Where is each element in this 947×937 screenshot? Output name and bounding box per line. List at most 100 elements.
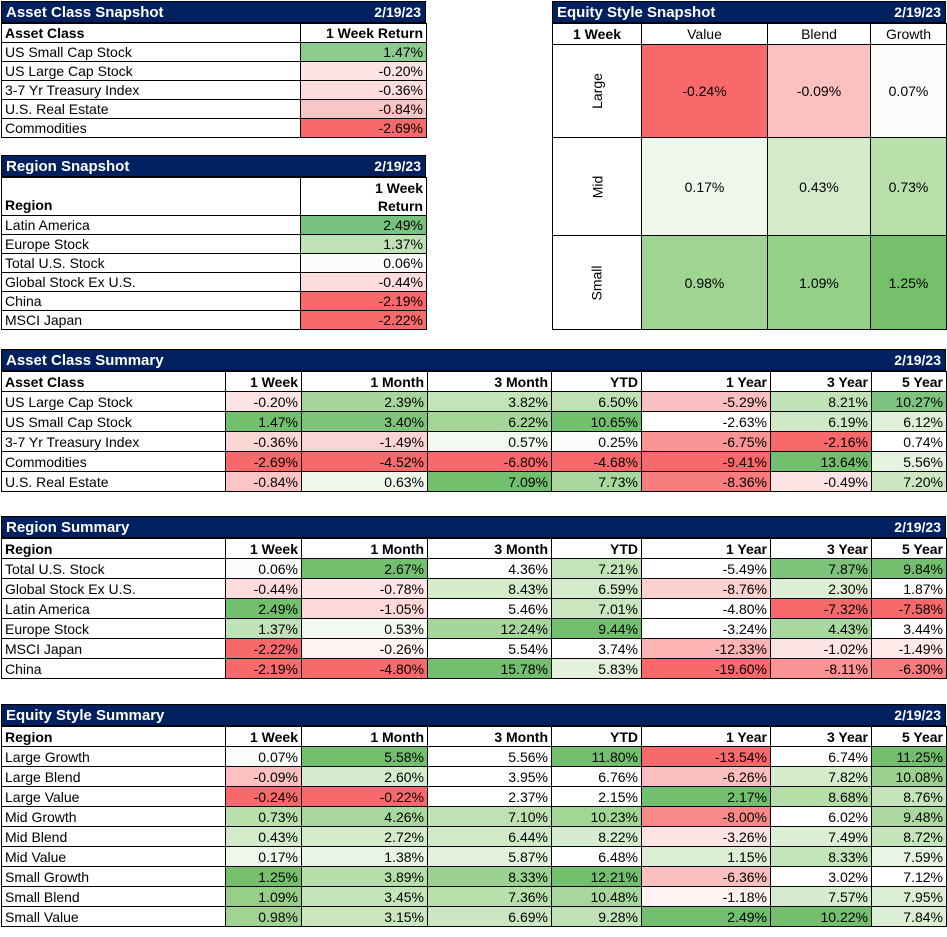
row-label: Total U.S. Stock — [1, 253, 301, 273]
row-value: -0.36% — [300, 80, 427, 100]
equity-row-label-text: Large — [589, 73, 605, 109]
table-cell: 6.59% — [551, 578, 642, 599]
table-cell: 5.87% — [427, 846, 552, 867]
table-cell: 5.83% — [551, 658, 642, 679]
asset-summary-date: 2/19/23 — [894, 352, 941, 368]
row-label: MSCI Japan — [1, 310, 301, 330]
table-cell: -19.60% — [641, 658, 771, 679]
region-summary-date: 2/19/23 — [894, 519, 941, 535]
table-cell: 3.89% — [301, 866, 428, 887]
table-cell: 1.47% — [225, 411, 302, 432]
table-cell: 3.40% — [301, 411, 428, 432]
table-cell: 0.17% — [225, 846, 302, 867]
table-cell: 5.58% — [301, 746, 428, 767]
column-header-row: Region 1 Week 1 Month 3 Month YTD 1 Year 3 Yea… — [1, 538, 947, 559]
equity-summary-date: 2/19/23 — [894, 707, 941, 723]
table-row: US Large Cap Stock -0.20% — [1, 61, 427, 81]
table-cell: 8.33% — [427, 866, 552, 887]
table-cell: -0.09% — [225, 766, 302, 787]
table-cell: -9.41% — [641, 451, 771, 472]
column-header: 3 Year — [770, 726, 872, 747]
table-cell: -0.20% — [225, 391, 302, 412]
table-cell: 0.07% — [225, 746, 302, 767]
row-value: -2.22% — [300, 310, 427, 330]
table-cell: 6.50% — [551, 391, 642, 412]
table-cell: -6.30% — [871, 658, 947, 679]
table-row: Commodities -2.69% — [1, 118, 427, 138]
row-value: 1.37% — [300, 234, 427, 254]
column-header: 5 Year — [871, 538, 947, 559]
table-cell: 6.02% — [770, 806, 872, 827]
table-cell: 0.53% — [301, 618, 428, 639]
table-cell: -2.22% — [225, 638, 302, 659]
row-label: Latin America — [1, 598, 226, 619]
column-header: YTD — [551, 538, 642, 559]
table-cell: -8.00% — [641, 806, 771, 827]
table-cell: -0.44% — [225, 578, 302, 599]
table-cell: -7.32% — [770, 598, 872, 619]
table-cell: 0.43% — [225, 826, 302, 847]
equity-snapshot-header: Equity Style Snapshot 2/19/23 — [552, 1, 946, 23]
asset-summary-title: Asset Class Summary — [6, 351, 164, 369]
table-cell: 5.46% — [427, 598, 552, 619]
table-row: Commodities -2.69% -4.52% -6.80% -4.68% -9.41… — [1, 451, 947, 472]
table-cell: 1.15% — [641, 846, 771, 867]
column-header: YTD — [551, 726, 642, 747]
row-label: Large Value — [1, 786, 226, 807]
table-cell: 9.28% — [551, 906, 642, 927]
table-cell: -6.80% — [427, 451, 552, 472]
table-cell: 6.74% — [770, 746, 872, 767]
equity-style-cell: 0.17% — [641, 137, 768, 236]
table-row: Mid Value 0.17% 1.38% 5.87% 6.48% 1.15% 8.33% 7… — [1, 846, 947, 867]
table-cell: -13.54% — [641, 746, 771, 767]
table-cell: 11.80% — [551, 746, 642, 767]
table-cell: 10.22% — [770, 906, 872, 927]
table-cell: -0.24% — [225, 786, 302, 807]
region-snapshot: Region Snapshot 2/19/23 Region 1 Week Re… — [1, 155, 427, 330]
table-cell: -8.11% — [770, 658, 872, 679]
table-cell: 1.37% — [225, 618, 302, 639]
row-value: 2.49% — [300, 215, 427, 235]
table-row: Global Stock Ex U.S. -0.44% -0.78% 8.43% 6.5… — [1, 578, 947, 599]
row-label: Large Blend — [1, 766, 226, 787]
table-row: MSCI Japan -2.22% -0.26% 5.54% 3.74% -12.33% -… — [1, 638, 947, 659]
table-cell: 0.25% — [551, 431, 642, 452]
row-label: Latin America — [1, 215, 301, 235]
table-cell: 7.09% — [427, 471, 552, 492]
table-cell: -5.29% — [641, 391, 771, 412]
column-header: 3 Month — [427, 538, 552, 559]
row-label: China — [1, 658, 226, 679]
table-cell: 7.73% — [551, 471, 642, 492]
equity-style-cell: -0.24% — [641, 44, 768, 138]
column-header-row: Asset Class 1 Week 1 Month 3 Month YTD 1 Year… — [1, 371, 947, 392]
table-cell: -8.36% — [641, 471, 771, 492]
table-cell: 8.76% — [871, 786, 947, 807]
table-cell: 7.20% — [871, 471, 947, 492]
column-header: 1 Week Return — [300, 23, 427, 43]
row-label: Large Growth — [1, 746, 226, 767]
table-cell: 7.82% — [770, 766, 872, 787]
equity-summary-table: Region 1 Week 1 Month 3 Month YTD 1 Year 3 Yea… — [1, 726, 947, 927]
table-cell: 1.09% — [225, 886, 302, 907]
table-cell: 8.21% — [770, 391, 872, 412]
row-label: US Large Cap Stock — [1, 61, 301, 81]
table-cell: -4.68% — [551, 451, 642, 472]
row-value: 1.47% — [300, 42, 427, 62]
equity-snapshot: Equity Style Snapshot 2/19/23 1 Week Val… — [552, 1, 947, 330]
asset-snapshot-title: Asset Class Snapshot — [6, 3, 164, 21]
table-row: 3-7 Yr Treasury Index -0.36% — [1, 80, 427, 100]
equity-row-label: Small — [552, 235, 642, 330]
table-row: Europe Stock 1.37% — [1, 234, 427, 254]
table-cell: 9.48% — [871, 806, 947, 827]
table-cell: 2.39% — [301, 391, 428, 412]
table-cell: -0.36% — [225, 431, 302, 452]
table-cell: 0.98% — [225, 906, 302, 927]
table-row: Large Blend -0.09% 2.60% 3.95% 6.76% -6.26% 7.… — [1, 766, 947, 787]
table-cell: -6.75% — [641, 431, 771, 452]
row-label: 3-7 Yr Treasury Index — [1, 431, 226, 452]
column-header: Region — [1, 177, 301, 216]
equity-style-cell: -0.09% — [767, 44, 871, 138]
table-cell: -12.33% — [641, 638, 771, 659]
region-summary-table: Region 1 Week 1 Month 3 Month YTD 1 Year 3 Yea… — [1, 538, 947, 679]
row-label: Total U.S. Stock — [1, 558, 226, 579]
